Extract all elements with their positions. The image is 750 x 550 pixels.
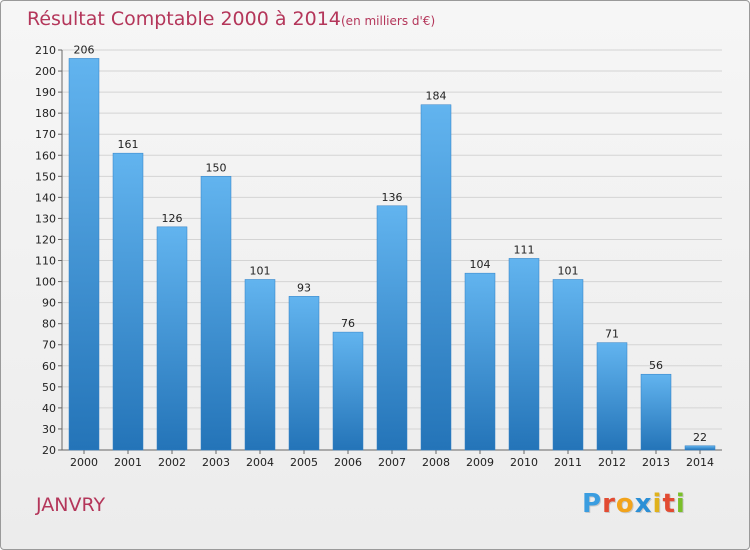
logo-letter: o: [615, 489, 635, 519]
bar-value-label: 104: [470, 258, 491, 271]
bar: [552, 279, 584, 451]
bar-value-label: 184: [426, 90, 447, 103]
bar-value-label: 101: [558, 264, 579, 277]
x-tick-label: 2000: [70, 456, 98, 469]
y-tick-label: 90: [42, 297, 56, 310]
bar-value-label: 150: [206, 161, 227, 174]
x-tick-label: 2006: [334, 456, 362, 469]
x-tick-label: 2009: [466, 456, 494, 469]
y-tick-label: 100: [35, 276, 56, 289]
x-tick-label: 2011: [554, 456, 582, 469]
y-tick-label: 40: [42, 402, 56, 415]
y-tick-label: 140: [35, 191, 56, 204]
bar: [68, 58, 100, 451]
y-tick-label: 120: [35, 233, 56, 246]
bar-value-label: 206: [74, 43, 95, 56]
bar: [244, 279, 276, 451]
y-tick-label: 150: [35, 170, 56, 183]
bar: [376, 205, 408, 451]
bar: [596, 342, 628, 451]
x-tick-label: 2005: [290, 456, 318, 469]
x-tick-label: 2012: [598, 456, 626, 469]
y-tick-label: 80: [42, 318, 56, 331]
chart-title: Résultat Comptable 2000 à 2014: [27, 8, 341, 30]
bar-value-label: 136: [382, 191, 403, 204]
logo-letter: t: [662, 489, 676, 519]
bar: [332, 331, 364, 451]
bar-value-label: 56: [649, 359, 663, 372]
y-tick-label: 180: [35, 107, 56, 120]
y-tick-label: 20: [42, 444, 56, 457]
bar-value-label: 76: [341, 317, 355, 330]
x-tick-label: 2008: [422, 456, 450, 469]
y-tick-label: 190: [35, 86, 56, 99]
y-tick-label: 200: [35, 65, 56, 78]
y-tick-label: 160: [35, 149, 56, 162]
y-tick-label: 110: [35, 255, 56, 268]
bar: [156, 226, 188, 451]
y-tick-label: 50: [42, 381, 56, 394]
x-tick-label: 2007: [378, 456, 406, 469]
bars: [68, 58, 716, 451]
location-name: JANVRY: [36, 494, 106, 516]
logo-letter: i: [652, 489, 663, 519]
bar: [288, 296, 320, 451]
bar-value-label: 93: [297, 281, 311, 294]
bar: [420, 104, 452, 451]
logo-letter: i: [675, 489, 686, 519]
x-tick-label: 2002: [158, 456, 186, 469]
x-tick-label: 2004: [246, 456, 274, 469]
x-tick-label: 2010: [510, 456, 538, 469]
y-tick-label: 60: [42, 360, 56, 373]
x-tick-label: 2003: [202, 456, 230, 469]
y-tick-label: 170: [35, 128, 56, 141]
y-tick-label: 30: [42, 423, 56, 436]
bar-value-label: 101: [250, 264, 271, 277]
y-tick-label: 70: [42, 339, 56, 352]
x-tick-label: 2013: [642, 456, 670, 469]
bar-value-label: 111: [514, 243, 535, 256]
bar: [508, 258, 540, 451]
x-tick-label: 2001: [114, 456, 142, 469]
proxiti-logo: Proxiti: [582, 489, 686, 519]
labels: 20 30 40 50 60 70 80 90 100 110 120 130 140 150 160 170…: [35, 43, 714, 469]
bar: [464, 272, 496, 451]
bar-value-label: 22: [693, 431, 707, 444]
logo-letter: P: [582, 489, 603, 519]
bar: [112, 152, 144, 451]
bar-value-label: 161: [118, 138, 139, 151]
y-tick-label: 130: [35, 212, 56, 225]
bar-value-label: 71: [605, 328, 619, 341]
bar: [200, 176, 232, 451]
chart-subtitle: (en milliers d'€): [341, 14, 436, 28]
y-tick-label: 210: [35, 44, 56, 57]
logo-letter: r: [602, 489, 616, 519]
bar: [640, 373, 672, 451]
bar: [684, 445, 716, 451]
bar-value-label: 126: [162, 212, 183, 225]
x-tick-label: 2014: [686, 456, 714, 469]
logo-letter: x: [634, 489, 653, 519]
